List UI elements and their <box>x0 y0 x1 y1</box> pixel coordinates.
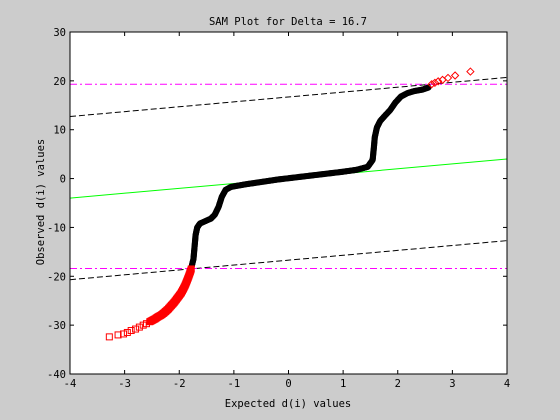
axes-background-layer <box>70 32 507 374</box>
y-axis-label: Observed d(i) values <box>35 139 47 265</box>
x-tick-label: -2 <box>173 378 186 390</box>
y-tick-label: 10 <box>53 125 66 137</box>
significant-down-point <box>187 265 195 273</box>
data-points-layer <box>105 67 475 341</box>
significant-down-point <box>114 331 122 339</box>
significant-up-point <box>433 77 443 86</box>
significant-up-point <box>430 78 440 88</box>
y-tick-label: -10 <box>47 222 66 234</box>
y-tick-label: 0 <box>60 174 66 186</box>
x-tick-label: 1 <box>340 378 346 390</box>
y-tick-label: -30 <box>47 320 66 332</box>
x-tick-label: 4 <box>504 378 510 390</box>
significant-down-point <box>135 323 143 331</box>
significant-up-point <box>450 71 460 80</box>
x-tick-label: 3 <box>449 378 455 390</box>
significant-down-point <box>123 328 131 336</box>
x-axis-label: Expected d(i) values <box>225 398 351 410</box>
x-tick-label: -1 <box>228 378 241 390</box>
significant-down-point <box>132 325 140 333</box>
significant-down-point <box>120 330 128 338</box>
x-tick-label: 0 <box>285 378 291 390</box>
chart-title: SAM Plot for Delta = 16.7 <box>209 16 367 28</box>
significant-up-point <box>443 73 453 83</box>
axes-area <box>70 32 507 374</box>
x-tick-label: 2 <box>395 378 401 390</box>
significant-down-point <box>127 327 135 335</box>
y-tick-label: 20 <box>53 76 66 88</box>
x-tick-label: -4 <box>64 378 77 390</box>
y-tick-label: -40 <box>47 369 66 381</box>
significant-up-point <box>427 80 436 89</box>
significant-up-point <box>466 67 475 76</box>
y-tick-label: -20 <box>47 271 66 283</box>
x-tick-label: -3 <box>118 378 131 390</box>
y-tick-label: 30 <box>53 27 66 39</box>
lower-delta-band <box>70 240 507 281</box>
non-significant-point <box>425 84 432 91</box>
reference-lines-layer <box>70 76 507 281</box>
significant-down-point <box>105 333 113 341</box>
